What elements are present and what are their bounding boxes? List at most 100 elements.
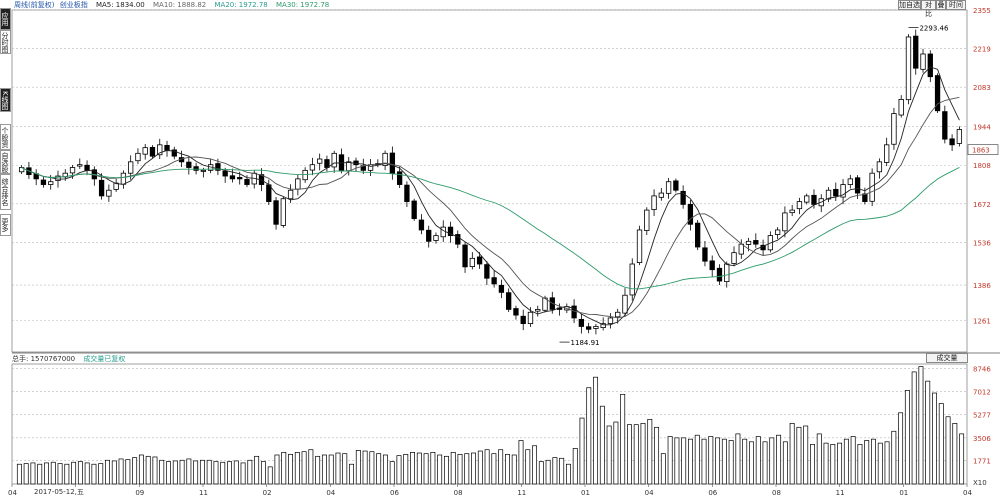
candle-down [229,175,236,180]
volume-bar [382,454,388,485]
price-tick-label: 1386 [973,282,991,290]
candle-down [149,146,156,157]
volume-bar [213,461,219,485]
volume-bar [477,450,483,485]
overlay-button[interactable]: 叠 [936,0,946,10]
volume-bar [667,436,673,485]
volume-bar [891,430,897,485]
volume-bar [450,452,456,485]
candle-down [498,284,505,293]
sidebar-item-app[interactable]: 应用 [0,8,11,30]
volume-bar [898,412,904,485]
sidebar-item-intraday[interactable]: 分时图 [0,30,11,54]
x-tick-label: 04 [645,489,654,497]
ma5-line [21,66,960,326]
price-tick-label: 1672 [973,201,991,209]
ma5-readout: MA5: 1834.00 [95,1,145,9]
compare-button[interactable]: 对比 [921,0,936,18]
candle-down [266,184,272,202]
candle-up [309,164,316,171]
candle-down [854,177,861,194]
volume-bar [545,459,551,485]
volume-bar [559,457,565,485]
time-button[interactable]: 时间 [946,0,966,10]
volume-bar [647,419,653,485]
high-label: 2293.46 [919,24,948,32]
current-price-label: 1863 [972,147,990,155]
volume-bar [315,455,321,485]
volume-selector[interactable]: 成交量 [926,353,968,363]
candle-down [862,193,868,202]
volume-bar [111,460,117,485]
x-tick-label: 06 [708,489,717,497]
candle-down [934,75,941,112]
candle-up [331,152,337,168]
candle-down [491,277,497,285]
volume-bar [125,459,131,485]
volume-bar [118,458,124,485]
candle-down [396,171,403,185]
volume-bar [335,452,341,485]
candle-up [615,311,621,318]
candle-down [462,244,468,268]
volume-bar [396,455,402,485]
sidebar-item-watchlist[interactable]: 自选股 [0,150,11,174]
candle-down [215,163,221,171]
volume-bar [640,422,646,485]
price-tick-label: 2355 [973,7,991,15]
volume-bar [742,438,748,485]
candle-up [774,229,781,235]
volume-tick-label: 3506 [973,435,991,443]
candle-up [542,297,548,311]
volume-bar [504,453,510,485]
candle-down [506,292,512,310]
volume-bar [532,445,538,485]
candle-up [905,36,912,101]
volume-bar [423,453,429,485]
volume-bar [864,440,870,485]
volume-bar [721,438,727,485]
sidebar-item-kline[interactable]: K线图 [0,88,11,112]
candle-down [695,222,701,248]
candle-down [716,267,723,282]
volume-bar [681,437,687,485]
candle-up [142,147,148,155]
x-tick-label: 11 [199,489,208,497]
volume-bar [369,451,375,485]
candle-up [346,161,352,172]
candle-down [98,179,105,197]
x-tick-label: 11 [836,489,845,497]
candle-down [680,190,686,205]
volume-bar [904,390,910,485]
add-watchlist-button[interactable]: 加自选 [898,0,921,10]
sidebar-item-profile[interactable]: 个股资料 [0,124,11,150]
volume-bar [294,452,300,485]
volume-bar [77,461,83,485]
volume-bar [884,441,890,485]
sidebar-item-more[interactable]: 更多 [0,214,11,236]
candle-up [898,99,904,116]
price-tick-label: 1261 [973,317,991,325]
x-tick-label: 04 [963,489,972,497]
price-tick-label: 1808 [973,162,991,170]
volume-tick-label: 7012 [973,389,991,397]
candle-up [629,263,635,296]
volume-bar [50,461,56,485]
volume-bar [572,448,578,485]
ma30-line [21,167,960,290]
volume-bar [349,463,354,485]
candle-up [622,294,628,314]
candle-up [956,129,963,144]
candle-down [942,111,948,140]
volume-bar [633,424,639,485]
volume-bar [71,461,77,485]
volume-bar [579,417,585,485]
candle-up [113,182,119,190]
candle-up [724,263,730,283]
volume-tick-label: 1771 [973,458,991,466]
x-tick-label: 04 [326,489,335,497]
sidebar-item-ranking[interactable]: 综合排名 [0,174,11,210]
candle-down [324,159,330,168]
volume-bar [152,456,158,485]
volume-bar [606,425,612,485]
